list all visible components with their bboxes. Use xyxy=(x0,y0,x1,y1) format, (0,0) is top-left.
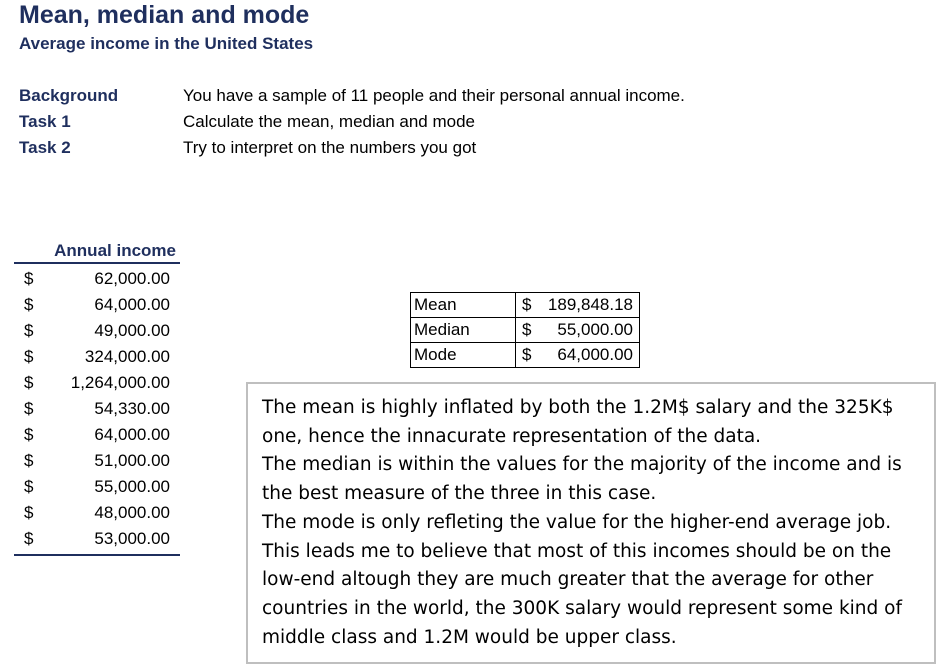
info-text: Calculate the mean, median and mode xyxy=(183,112,476,131)
income-row: $1,264,000.00 xyxy=(14,370,180,396)
currency-symbol: $ xyxy=(24,451,34,470)
currency-symbol: $ xyxy=(522,345,532,364)
currency-symbol: $ xyxy=(24,503,34,522)
income-value: 62,000.00 xyxy=(94,269,170,288)
income-value: 1,264,000.00 xyxy=(70,373,170,392)
income-value: 48,000.00 xyxy=(94,503,170,522)
income-value: 49,000.00 xyxy=(94,321,170,340)
interpretation-text-box[interactable]: The mean is highly inflated by both the … xyxy=(246,382,936,664)
income-value: 53,000.00 xyxy=(94,529,170,548)
currency-symbol: $ xyxy=(24,529,34,548)
page-title: Mean, median and mode xyxy=(19,1,310,29)
stats-value: 55,000.00 xyxy=(557,320,633,339)
info-label: Task 2 xyxy=(19,138,71,157)
info-label: Task 1 xyxy=(19,112,71,131)
stats-row-mean: Mean $189,848.18 xyxy=(410,292,640,318)
note-line: one, hence the innacurate representation… xyxy=(262,425,762,447)
info-label: Background xyxy=(19,86,119,105)
stats-value-cell[interactable]: $55,000.00 xyxy=(515,317,640,343)
income-row: $324,000.00 xyxy=(14,344,180,370)
note-line: middle class and 1.2M would be upper cla… xyxy=(262,626,677,648)
stats-label[interactable]: Mean xyxy=(410,292,516,318)
income-value: 55,000.00 xyxy=(94,477,170,496)
stats-row-mode: Mode $64,000.00 xyxy=(410,342,640,368)
currency-symbol: $ xyxy=(24,347,34,366)
currency-symbol: $ xyxy=(24,373,34,392)
currency-symbol: $ xyxy=(24,269,34,288)
note-line: The median is within the values for the … xyxy=(262,454,902,476)
note-line: The mean is highly inflated by both the … xyxy=(262,397,894,418)
currency-symbol: $ xyxy=(24,295,34,314)
income-row: $48,000.00 xyxy=(14,500,180,526)
income-row: $51,000.00 xyxy=(14,448,180,474)
stats-row-median: Median $55,000.00 xyxy=(410,317,640,343)
currency-symbol: $ xyxy=(24,321,34,340)
stats-label[interactable]: Median xyxy=(410,317,516,343)
info-text: You have a sample of 11 people and their… xyxy=(183,86,685,105)
currency-symbol: $ xyxy=(24,477,34,496)
income-value: 54,330.00 xyxy=(94,399,170,418)
note-line: countries in the world, the 300K salary … xyxy=(262,597,902,619)
info-text: Try to interpret on the numbers you got xyxy=(183,138,477,157)
currency-symbol: $ xyxy=(522,295,532,314)
stats-value-cell[interactable]: $189,848.18 xyxy=(515,292,640,318)
income-row: $53,000.00 xyxy=(14,526,180,552)
stats-label[interactable]: Mode xyxy=(410,342,516,368)
income-value: 64,000.00 xyxy=(94,295,170,314)
stats-value-cell[interactable]: $64,000.00 xyxy=(515,342,640,368)
income-row: $49,000.00 xyxy=(14,318,180,344)
stats-value: 189,848.18 xyxy=(547,295,633,314)
note-line: The mode is only refleting the value for… xyxy=(262,511,892,533)
note-line: This leads me to believe that most of th… xyxy=(262,540,892,562)
note-line: low-end altough they are much greater th… xyxy=(262,569,874,591)
currency-symbol: $ xyxy=(522,320,532,339)
stats-table: Mean $189,848.18 Median $55,000.00 Mode … xyxy=(410,292,640,368)
income-row: $62,000.00 xyxy=(14,266,180,292)
currency-symbol: $ xyxy=(24,425,34,444)
note-line: the best measure of the three in this ca… xyxy=(262,483,657,505)
stats-value: 64,000.00 xyxy=(557,345,633,364)
income-row: $64,000.00 xyxy=(14,292,180,318)
currency-symbol: $ xyxy=(24,399,34,418)
income-value: 324,000.00 xyxy=(84,347,170,366)
income-column-header: Annual income xyxy=(14,240,180,264)
income-row: $64,000.00 xyxy=(14,422,180,448)
income-row: $54,330.00 xyxy=(14,396,180,422)
income-value: 51,000.00 xyxy=(94,451,170,470)
page-subtitle: Average income in the United States xyxy=(19,34,314,53)
income-row: $55,000.00 xyxy=(14,474,180,500)
income-value: 64,000.00 xyxy=(94,425,170,444)
income-list: $62,000.00 $64,000.00 $49,000.00 $324,00… xyxy=(14,266,180,556)
